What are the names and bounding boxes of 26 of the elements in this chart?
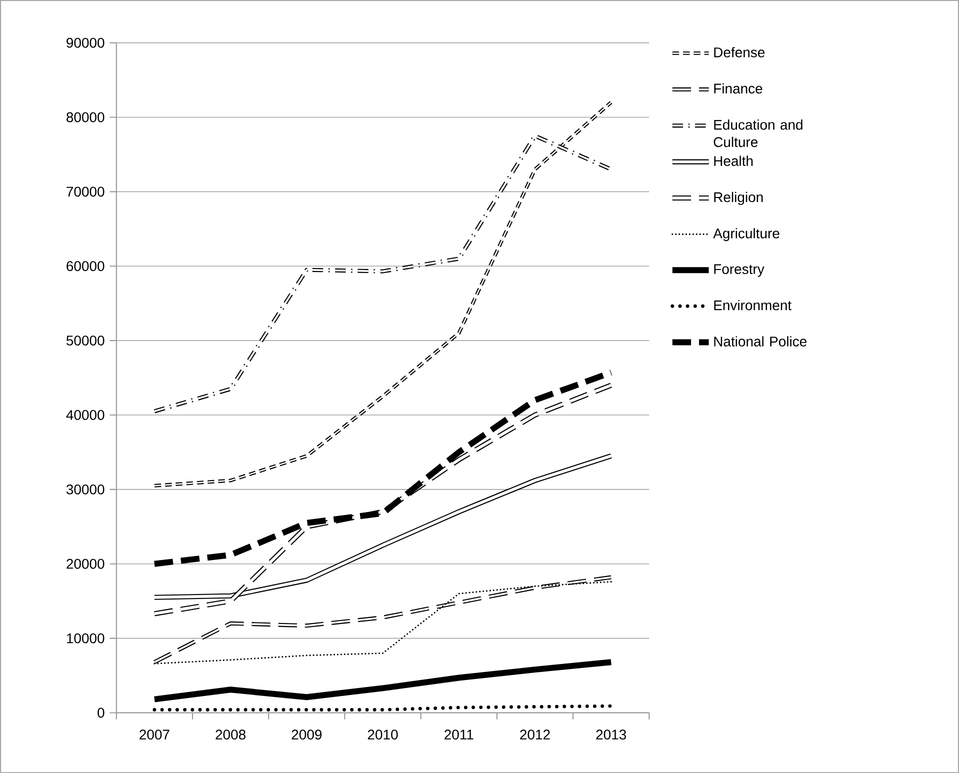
legend-label: Finance <box>714 83 762 94</box>
legend-label: Religion <box>714 192 763 205</box>
legend-label: Environment <box>714 300 792 310</box>
y-tick-label: 0 <box>98 708 104 718</box>
y-tick-label: 80000 <box>66 112 104 122</box>
legend-label: Education and Culture <box>714 119 802 147</box>
x-tick-label: 2013 <box>596 730 626 740</box>
y-tick-label: 70000 <box>66 186 104 197</box>
y-tick-label: 90000 <box>66 38 104 48</box>
y-tick-label: 30000 <box>66 484 104 494</box>
legend-label: Forestry <box>714 264 764 277</box>
legend-label: Agriculture <box>713 228 780 242</box>
legend-label: Health <box>714 156 753 166</box>
x-tick-label: 2008 <box>216 730 246 740</box>
legend-label: National Police <box>714 336 806 346</box>
x-tick-label: 2011 <box>444 730 474 740</box>
x-tick-label: 2010 <box>368 730 398 740</box>
y-tick-label: 50000 <box>66 336 104 346</box>
y-tick-label: 60000 <box>66 261 104 271</box>
y-tick-label: 40000 <box>66 410 104 420</box>
x-tick-label: 2009 <box>292 730 322 740</box>
y-tick-label: 20000 <box>66 558 104 569</box>
x-tick-label: 2007 <box>140 730 170 740</box>
y-tick-label: 10000 <box>66 633 104 644</box>
legend-label: Defense <box>714 46 765 58</box>
x-tick-label: 2012 <box>520 730 550 740</box>
